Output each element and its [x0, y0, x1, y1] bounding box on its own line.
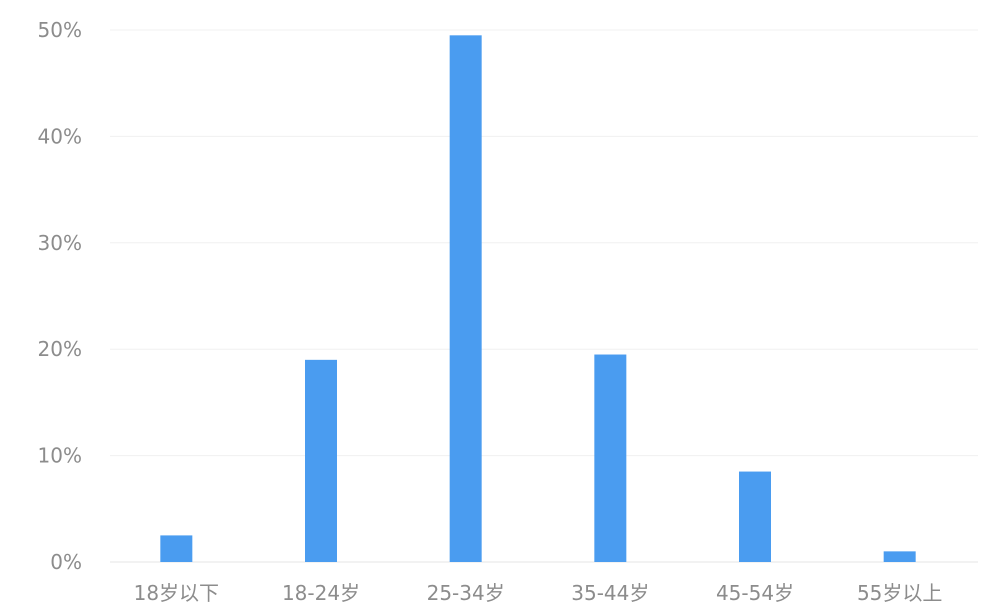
- x-category-label: 55岁以上: [857, 581, 942, 605]
- bars: [160, 35, 916, 562]
- x-category-label: 45-54岁: [716, 581, 794, 605]
- bar: [160, 535, 193, 562]
- x-category-label: 25-34岁: [427, 581, 505, 605]
- x-category-label: 18岁以下: [134, 581, 219, 605]
- bar: [594, 354, 627, 562]
- y-tick-label: 0%: [50, 550, 82, 574]
- y-tick-label: 20%: [38, 337, 82, 361]
- bar: [739, 471, 771, 562]
- grid-lines: [110, 29, 978, 563]
- y-tick-label: 50%: [38, 18, 82, 42]
- bar: [305, 359, 337, 562]
- x-category-label: 18-24岁: [282, 581, 360, 605]
- y-tick-label: 40%: [38, 124, 82, 148]
- bar: [883, 551, 916, 562]
- bar: [449, 35, 482, 562]
- x-category-label: 35-44岁: [571, 581, 649, 605]
- x-axis-category-labels: 18岁以下 18-24岁 25-34岁 35-44岁 45-54岁 55岁以上: [134, 581, 943, 605]
- y-axis-tick-labels: 0% 10% 20% 30% 40% 50%: [38, 18, 82, 574]
- y-tick-label: 30%: [38, 231, 82, 255]
- y-tick-label: 10%: [38, 444, 82, 468]
